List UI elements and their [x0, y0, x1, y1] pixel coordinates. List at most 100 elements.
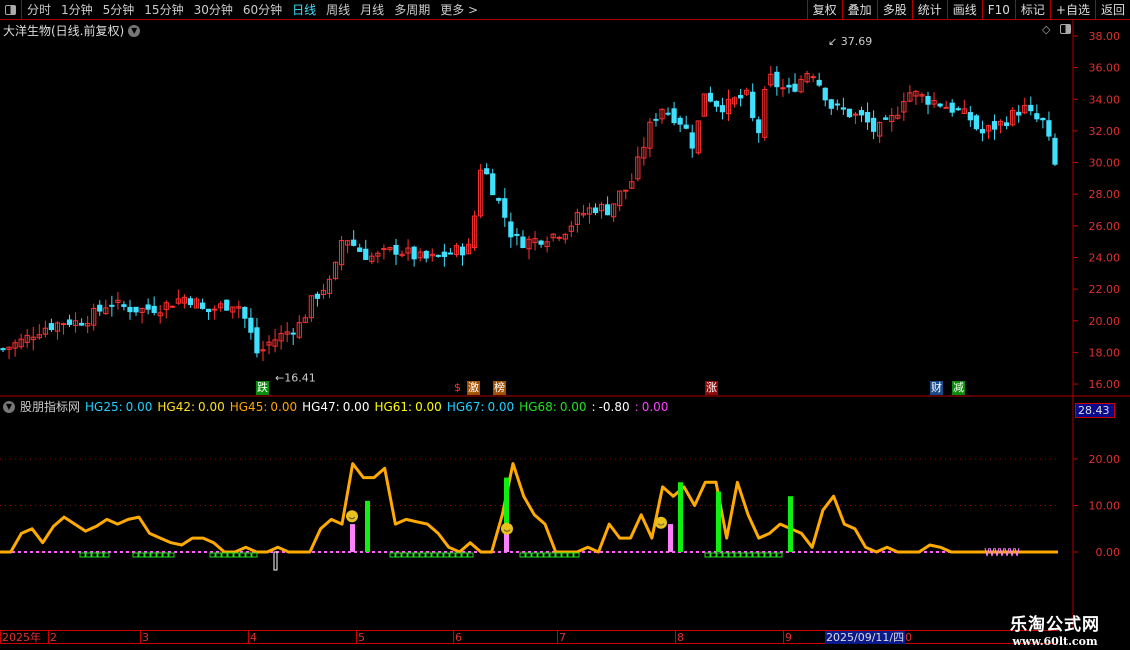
- toolbar-button[interactable]: 画线: [946, 0, 982, 20]
- price-chart[interactable]: 38.00 36.00 34.00 32.00 30.00 28.00 26.00 24.00…: [0, 20, 1130, 397]
- candle-body: [260, 349, 266, 352]
- period-tab[interactable]: 更多 >: [440, 3, 479, 17]
- candle-body: [266, 341, 272, 346]
- toolbar-button[interactable]: 多股: [876, 0, 912, 20]
- signal-box: [461, 552, 468, 558]
- period-tab[interactable]: 60分钟: [242, 3, 283, 17]
- candle-body: [653, 118, 659, 121]
- period-tab[interactable]: 15分钟: [144, 3, 184, 17]
- toolbar-button[interactable]: 复权: [806, 0, 842, 20]
- period-tab[interactable]: 1分钟: [61, 3, 93, 17]
- candle: [502, 188, 508, 227]
- candle: [689, 124, 695, 158]
- candle-body: [967, 112, 973, 121]
- candle: [369, 252, 375, 265]
- period-tab[interactable]: 分时: [27, 3, 52, 17]
- candle-body: [665, 112, 671, 115]
- candle-body: [42, 327, 48, 335]
- candle: [320, 283, 327, 299]
- layout-toggle-button[interactable]: [0, 0, 22, 20]
- candle: [338, 236, 345, 271]
- candle-body: [828, 99, 834, 109]
- candle: [12, 339, 18, 357]
- candle-body: [85, 322, 91, 327]
- signal-box: [85, 552, 92, 558]
- candle-body: [719, 105, 726, 113]
- candle-body: [151, 305, 157, 313]
- legend-item: HG45: 0.00: [230, 400, 297, 414]
- candle-body: [224, 299, 230, 311]
- period-tab[interactable]: 30分钟: [193, 3, 233, 17]
- candle: [478, 163, 484, 219]
- stock-title[interactable]: 大洋生物(日线.前复权) ▼: [3, 22, 141, 39]
- signal-box: [567, 552, 574, 558]
- candle-body: [586, 207, 593, 215]
- period-tab[interactable]: 5分钟: [102, 3, 135, 17]
- candle-body: [979, 129, 986, 134]
- candle: [641, 137, 647, 166]
- candle-body: [72, 320, 79, 326]
- signal-mark: [1009, 547, 1015, 557]
- candle: [314, 291, 321, 307]
- green-bar: [678, 482, 683, 552]
- candle: [677, 115, 683, 133]
- signal-box: [734, 552, 741, 558]
- candle-body: [0, 348, 6, 351]
- candle-body: [1040, 117, 1046, 121]
- candle: [592, 203, 599, 216]
- toolbar-button[interactable]: F10: [981, 0, 1015, 20]
- toolbar-button[interactable]: +自选: [1049, 0, 1095, 20]
- legend-label: :: [634, 399, 639, 414]
- pink-bar: [350, 524, 355, 552]
- legend-item: HG47: 0.00: [302, 400, 369, 414]
- candle: [399, 250, 405, 258]
- candle-body: [1022, 104, 1028, 114]
- toolbar-button[interactable]: 标记: [1014, 0, 1050, 20]
- period-tab[interactable]: 周线: [326, 3, 351, 17]
- candle: [103, 299, 109, 316]
- legend-item: :0.00: [635, 400, 669, 414]
- toolbar-button[interactable]: 返回: [1094, 0, 1130, 20]
- smiley-icon: [655, 516, 667, 529]
- legend-value: 0.00: [487, 399, 515, 414]
- toolbar-button[interactable]: 统计: [911, 0, 947, 20]
- indicator-chart[interactable]: 20.00 10.00 0.00: [0, 397, 1130, 630]
- candle-body: [544, 241, 550, 248]
- chevron-down-icon[interactable]: ▼: [3, 400, 15, 413]
- candle-body: [157, 312, 163, 317]
- period-tab[interactable]: 月线: [360, 3, 385, 17]
- candle: [435, 254, 441, 258]
- candle: [635, 146, 641, 182]
- candle: [387, 246, 393, 252]
- signal-mark: [984, 547, 990, 557]
- candle-body: [556, 236, 562, 239]
- candle-body: [97, 304, 103, 312]
- candle-body: [284, 331, 290, 335]
- candle: [169, 305, 175, 308]
- candle: [961, 99, 967, 115]
- y-tick-label: 30.00: [1089, 157, 1121, 170]
- y-tick-label: 22.00: [1089, 283, 1121, 296]
- chevron-down-icon[interactable]: ▼: [128, 24, 141, 37]
- signal-box: [227, 552, 234, 558]
- candle: [665, 107, 671, 116]
- y-tick-label: 16.00: [1089, 378, 1121, 391]
- period-tab[interactable]: 多周期: [394, 3, 431, 17]
- candle: [254, 317, 260, 358]
- candle: [24, 329, 30, 348]
- candle-body: [731, 97, 738, 105]
- candle: [326, 275, 333, 299]
- diamond-icon[interactable]: ◇: [1042, 23, 1051, 36]
- pink-bar: [504, 524, 509, 552]
- candle-body: [338, 239, 345, 266]
- panel-icon[interactable]: [1060, 24, 1071, 34]
- candle: [931, 92, 937, 108]
- candle: [151, 296, 157, 316]
- candle-body: [864, 112, 871, 123]
- toolbar-button[interactable]: 叠加: [841, 0, 877, 20]
- candle: [224, 299, 230, 311]
- period-tab[interactable]: 日线: [292, 3, 317, 17]
- legend-label: HG25:: [85, 399, 123, 414]
- date-label: 2025年: [0, 631, 41, 644]
- legend-value: 0.00: [270, 399, 298, 414]
